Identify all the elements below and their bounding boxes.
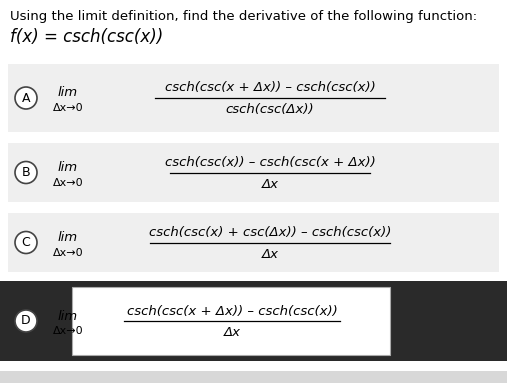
- Text: csch(csc(x + Δx)) – csch(csc(x)): csch(csc(x + Δx)) – csch(csc(x)): [127, 304, 337, 318]
- Text: Δx→0: Δx→0: [53, 177, 83, 188]
- FancyBboxPatch shape: [8, 64, 499, 132]
- FancyBboxPatch shape: [0, 281, 507, 361]
- Text: csch(csc(x)) – csch(csc(x + Δx)): csch(csc(x)) – csch(csc(x + Δx)): [165, 156, 375, 169]
- Text: csch(csc(Δx)): csch(csc(Δx)): [226, 103, 314, 116]
- FancyBboxPatch shape: [0, 373, 507, 383]
- Text: C: C: [22, 236, 30, 249]
- Text: f(x) = csch(csc(x)): f(x) = csch(csc(x)): [10, 28, 163, 46]
- FancyBboxPatch shape: [0, 371, 507, 383]
- Text: csch(csc(x + Δx)) – csch(csc(x)): csch(csc(x + Δx)) – csch(csc(x)): [165, 82, 375, 95]
- Text: Δx: Δx: [262, 178, 278, 191]
- Text: csch(csc(x) + csc(Δx)) – csch(csc(x)): csch(csc(x) + csc(Δx)) – csch(csc(x)): [149, 226, 391, 239]
- Text: Using the limit definition, find the derivative of the following function:: Using the limit definition, find the der…: [10, 10, 477, 23]
- Circle shape: [15, 231, 37, 254]
- Text: B: B: [22, 166, 30, 179]
- Text: lim: lim: [58, 87, 78, 100]
- Text: A: A: [22, 92, 30, 105]
- FancyBboxPatch shape: [8, 213, 499, 272]
- Circle shape: [15, 310, 37, 332]
- Text: Δx→0: Δx→0: [53, 103, 83, 113]
- Text: lim: lim: [58, 309, 78, 322]
- Text: D: D: [21, 314, 31, 327]
- Circle shape: [15, 162, 37, 183]
- Text: Δx→0: Δx→0: [53, 247, 83, 257]
- Text: lim: lim: [58, 161, 78, 174]
- Text: Δx: Δx: [224, 326, 240, 339]
- Circle shape: [15, 87, 37, 109]
- Text: lim: lim: [58, 231, 78, 244]
- Text: Δx→0: Δx→0: [53, 326, 83, 336]
- FancyBboxPatch shape: [8, 143, 499, 202]
- FancyBboxPatch shape: [72, 287, 390, 355]
- Text: Δx: Δx: [262, 248, 278, 261]
